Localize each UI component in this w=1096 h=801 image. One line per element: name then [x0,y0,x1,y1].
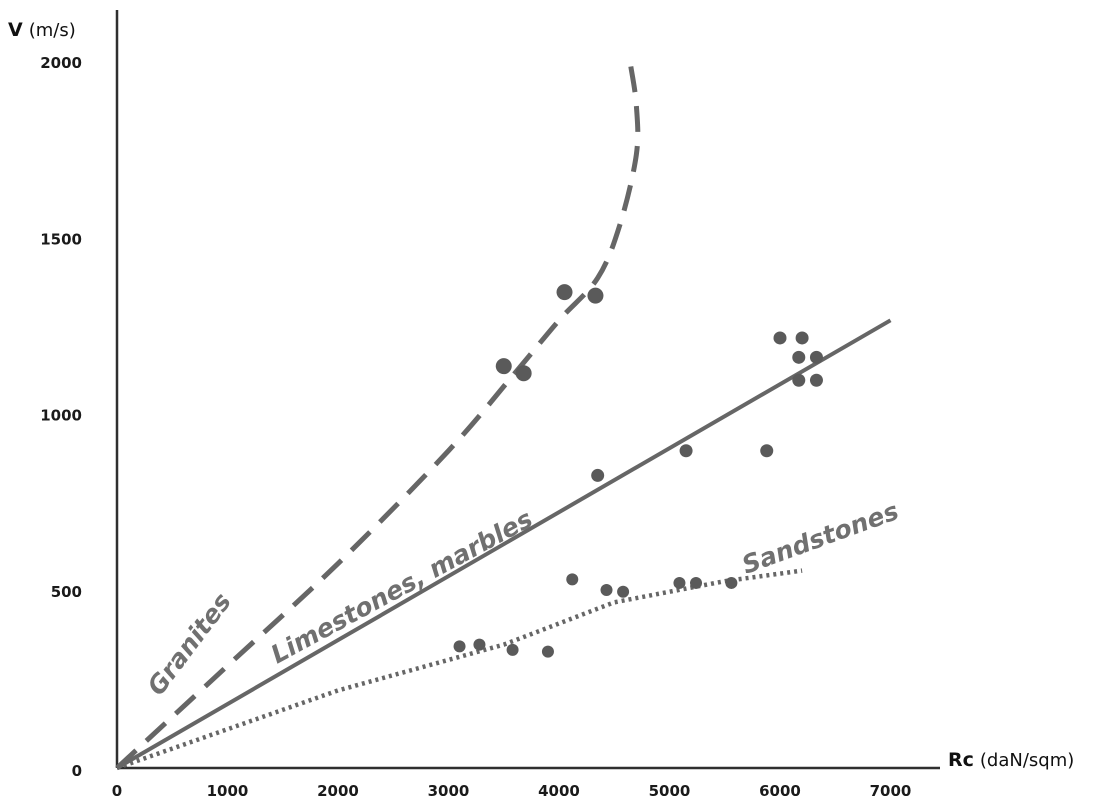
data-points [453,284,823,658]
x-tick-label: 6000 [759,782,801,800]
data-point-sandstones [453,640,466,653]
data-point-sandstones [673,576,686,589]
y-axis-title-symbol: V [8,19,23,41]
data-point-limestones-marbles [773,331,787,345]
x-tick-label: 0 [112,782,122,800]
x-tick-label: 1000 [207,782,249,800]
y-tick-label: 2000 [40,54,82,72]
y-axis-title: V (m/s) [8,19,76,41]
data-point-limestones-marbles [809,373,823,387]
data-point-sandstones [600,583,613,596]
data-point-sandstones [566,573,579,586]
data-point-limestones-marbles [760,444,774,458]
data-point-limestones-marbles [792,350,806,364]
series-label-sandstones: Sandstones [738,496,902,579]
data-point-sandstones [473,638,486,651]
x-tick-label: 3000 [428,782,470,800]
data-point-granites [515,365,532,382]
trend-line-limestones-marbles [115,318,892,770]
data-point-sandstones [690,576,703,589]
data-point-granites [495,358,512,375]
x-axis-title-symbol: Rc [948,749,974,771]
data-point-granites [587,287,604,304]
series-label-granites: Granites [142,587,237,700]
data-point-limestones-marbles [591,468,605,482]
data-point-sandstones [541,645,554,658]
x-tick-label: 4000 [538,782,580,800]
data-point-sandstones [617,585,630,598]
y-tick-label: 0 [72,762,82,780]
data-point-limestones-marbles [679,444,693,458]
y-tick-label: 500 [51,583,82,601]
axes: 0 1000 2000 3000 4000 5000 6000 7000 0 500 1000 150… [8,10,1074,800]
data-point-limestones-marbles [792,373,806,387]
data-point-sandstones [506,643,519,656]
x-tick-label: 7000 [870,782,912,800]
data-point-sandstones [725,576,738,589]
y-axis-title-unit: (m/s) [29,20,76,41]
data-point-limestones-marbles [809,350,823,364]
trend-lines [115,66,892,771]
x-tick-label: 5000 [649,782,691,800]
data-point-granites [556,284,573,301]
data-point-limestones-marbles [795,331,809,345]
x-axis-title-unit: (daN/sqm) [980,750,1074,771]
y-tick-label: 1500 [40,230,82,248]
labels: Granites Limestones, marbles Sandstones [142,496,903,700]
x-axis-title: Rc (daN/sqm) [948,749,1074,771]
y-tick-label: 1000 [40,407,82,425]
trend-line-granites [115,66,641,770]
x-tick-label: 2000 [317,782,359,800]
